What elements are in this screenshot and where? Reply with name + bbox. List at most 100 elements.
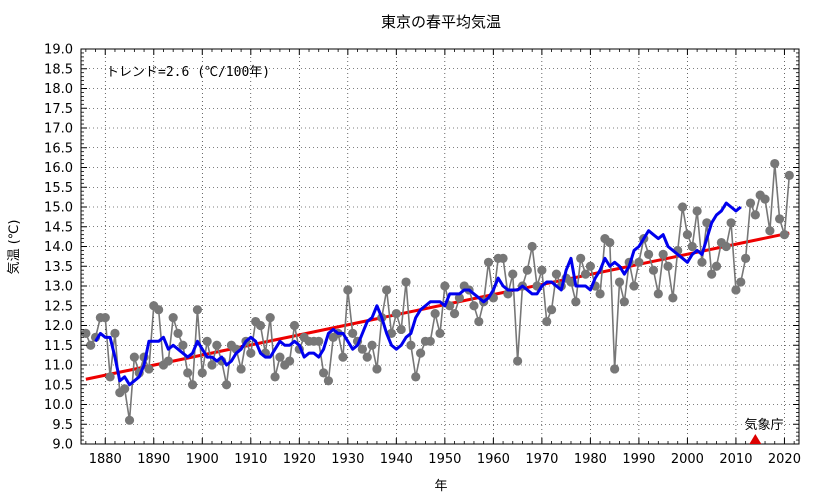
moving-average-layer (94, 201, 742, 387)
annual-point (255, 320, 266, 331)
annual-point (692, 206, 702, 216)
annual-point (323, 376, 334, 386)
annual-point (440, 281, 450, 291)
annual-point (726, 218, 736, 228)
annual-point (663, 261, 673, 271)
annual-point (382, 285, 392, 295)
annual-point (411, 372, 421, 382)
x-axis-label: 年 (434, 479, 447, 494)
annual-point (750, 210, 760, 220)
annual-point (318, 368, 329, 378)
annual-point (707, 269, 717, 279)
x-tick-label: 1930 (331, 452, 364, 467)
annual-point (348, 328, 358, 338)
y-tick-label: 11.0 (44, 359, 73, 374)
annual-point (275, 352, 285, 362)
annual-point (197, 368, 207, 378)
y-tick-label: 19.0 (44, 43, 73, 58)
annual-point (697, 257, 707, 267)
annual-point (124, 415, 135, 425)
annual-point (289, 320, 300, 331)
annual-point (537, 265, 547, 275)
annual-point (212, 340, 222, 350)
x-tick-label: 1940 (380, 452, 413, 467)
x-tick-label: 1890 (137, 452, 170, 467)
y-tick-label: 10.0 (44, 398, 73, 413)
annual-point (362, 352, 372, 362)
annual-point (187, 380, 198, 390)
annual-point (760, 194, 770, 204)
y-tick-label: 9.0 (52, 438, 73, 453)
annual-point (469, 301, 479, 311)
annual-point (314, 336, 324, 346)
annual-point (207, 360, 217, 370)
annual-point (721, 241, 731, 252)
x-tick-label: 1880 (89, 452, 122, 467)
annual-point (265, 313, 275, 323)
y-tick-label: 12.0 (44, 319, 73, 334)
y-tick-label: 15.5 (44, 181, 73, 196)
y-tick-label: 9.5 (52, 418, 73, 433)
y-tick-label: 13.0 (44, 280, 73, 295)
y-tick-label: 18.5 (44, 62, 73, 77)
y-tick-label: 18.0 (44, 82, 73, 97)
annual-point (401, 277, 411, 287)
x-tick-label: 1950 (428, 452, 461, 467)
annual-point (285, 356, 295, 366)
credit-label: 気象庁 (744, 417, 783, 433)
y-tick-label: 14.5 (44, 220, 73, 235)
y-tick-label: 13.5 (44, 260, 73, 275)
annual-point (372, 364, 382, 374)
x-tick-label: 1970 (525, 452, 558, 467)
annual-point (629, 281, 639, 291)
annual-point (595, 289, 605, 299)
y-tick-label: 12.5 (44, 299, 73, 314)
annual-point (508, 269, 518, 279)
annual-point (687, 241, 697, 252)
x-tick-label: 1990 (622, 452, 655, 467)
annual-point (100, 313, 110, 323)
y-tick-label: 15.0 (44, 201, 73, 216)
axis-ticks: 9.0 9.5 10.0 10.5 11.0 11.5 12.0 12.5 13.0 13.5 14… (44, 43, 801, 468)
annual-point (745, 198, 756, 208)
annual-point (648, 265, 659, 275)
y-tick-label: 10.5 (44, 378, 73, 393)
annual-point (338, 352, 348, 362)
x-tick-label: 2000 (671, 452, 704, 467)
y-tick-label: 16.0 (44, 161, 73, 176)
annual-point (610, 364, 620, 374)
x-tick-label: 2020 (768, 452, 801, 467)
annual-point (357, 344, 367, 354)
annual-point (396, 324, 406, 335)
annual-point (644, 249, 654, 259)
y-tick-label: 17.5 (44, 102, 73, 117)
annual-point (246, 348, 256, 358)
moving-average-line (94, 201, 742, 387)
x-tick-label: 1980 (574, 452, 607, 467)
annual-point (129, 352, 139, 362)
annual-point (415, 348, 426, 358)
annual-point (765, 226, 775, 236)
annual-point (81, 328, 91, 338)
annual-point (551, 269, 562, 279)
x-tick-label: 1960 (477, 452, 510, 467)
y-tick-label: 11.5 (44, 339, 73, 354)
annual-point (653, 289, 663, 299)
annual-point (192, 305, 203, 315)
annual-point (168, 313, 178, 323)
annual-point (513, 356, 523, 366)
annual-series-line (85, 163, 791, 421)
annual-point (343, 285, 353, 295)
x-tick-label: 1920 (283, 452, 316, 467)
y-tick-label: 17.0 (44, 122, 73, 137)
annual-point (770, 158, 780, 169)
annual-point (522, 265, 532, 275)
trend-line (85, 231, 790, 381)
annual-point (605, 237, 615, 248)
annual-point (736, 277, 746, 287)
annual-point (731, 285, 741, 295)
annual-point (173, 328, 183, 338)
marker-layer (749, 434, 762, 444)
